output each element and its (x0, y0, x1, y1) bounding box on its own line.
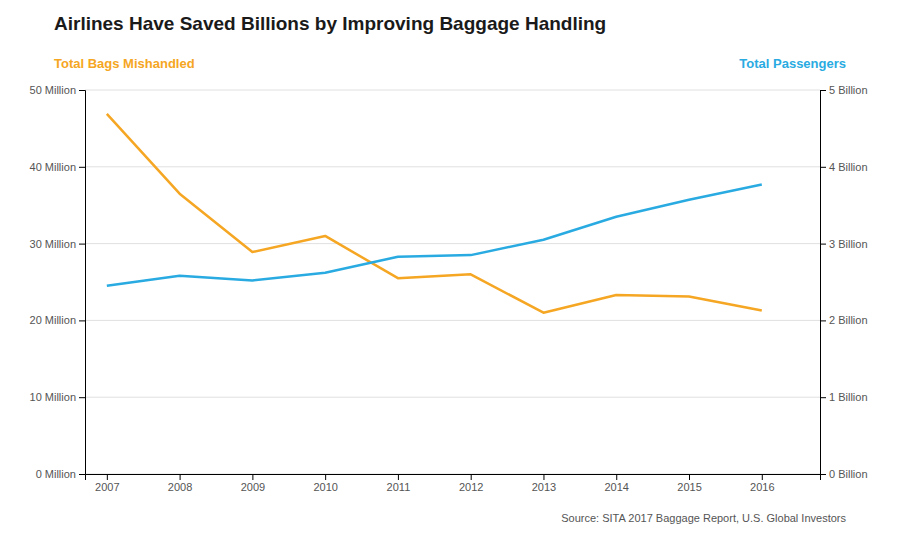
axis-line (821, 91, 827, 475)
tick-label: 3 Billion (829, 238, 868, 250)
tick: 0 Billion (820, 468, 868, 480)
grid (85, 90, 820, 474)
title: Airlines Have Saved Billions by Improvin… (54, 13, 606, 34)
series-line (107, 184, 762, 285)
plot-area: 2007 2008 2009 2010 2011 2012 2013 2014 2015 2016… (30, 84, 868, 493)
tick-label: 2 Billion (829, 314, 868, 326)
tick-mark (762, 474, 763, 480)
tick: 40 Million (30, 161, 85, 173)
tick-mark (79, 167, 85, 168)
tick: 2008 (168, 474, 192, 493)
tick: 20 Million (30, 314, 85, 326)
y-axis: 0 Million 10 Million 20 Million 30 Million 4… (30, 84, 86, 480)
tick: 2015 (677, 474, 701, 493)
tick: 50 Million (30, 84, 85, 96)
tick-mark (616, 474, 617, 480)
tick: 2014 (604, 474, 628, 493)
tick-label: 0 Million (36, 468, 76, 480)
tick-mark (820, 167, 826, 168)
tick-label: 2014 (604, 481, 628, 493)
tick-mark (180, 474, 181, 480)
tick-label: 50 Million (30, 84, 76, 96)
axis-line (79, 91, 86, 475)
tick-mark (471, 474, 472, 480)
grid-line (85, 90, 820, 91)
tick-mark (79, 90, 85, 91)
x-axis: 2007 2008 2009 2010 2011 2012 2013 2014 2015 2016 (86, 474, 821, 493)
tick: 0 Million (36, 468, 85, 480)
tick-label: 2015 (677, 481, 701, 493)
tick-label: 2010 (313, 481, 337, 493)
grid-line (85, 397, 820, 398)
series-group (107, 114, 762, 313)
tick-mark (820, 90, 826, 91)
tick: 2011 (387, 474, 411, 493)
tick-label: 2012 (459, 481, 483, 493)
y2-axis: 0 Billion 1 Billion 2 Billion 3 Billion 4 Bi… (820, 84, 868, 480)
tick-label: 10 Million (30, 391, 76, 403)
tick-label: 1 Billion (829, 391, 868, 403)
tick-mark (79, 320, 85, 321)
tick-label: 2016 (750, 481, 774, 493)
tick: 2013 (532, 474, 556, 493)
tick: 1 Billion (820, 391, 868, 403)
grid-line (85, 166, 820, 167)
tick-label: 30 Million (30, 238, 76, 250)
tick-label: 2008 (168, 481, 192, 493)
tick-label: 2013 (532, 481, 556, 493)
tick: 2 Billion (820, 314, 868, 326)
tick: 4 Billion (820, 161, 868, 173)
tick: 10 Million (30, 391, 85, 403)
tick: 2010 (313, 474, 337, 493)
tick-mark (79, 474, 85, 475)
axis-line (86, 475, 821, 481)
tick: 2016 (750, 474, 774, 493)
tick-mark (398, 474, 399, 480)
chart: 2007 2008 2009 2010 2011 2012 2013 2014 2015 2016… (0, 0, 900, 534)
source-note: Source: SITA 2017 Baggage Report, U.S. G… (561, 512, 846, 524)
tick-mark (820, 474, 826, 475)
tick-label: 5 Billion (829, 84, 868, 96)
tick-label: 4 Billion (829, 161, 868, 173)
tick-mark (79, 397, 85, 398)
tick-mark (689, 474, 690, 480)
grid-line (85, 243, 820, 244)
tick-mark (820, 397, 826, 398)
tick-mark (543, 474, 544, 480)
tick-mark (252, 474, 253, 480)
tick-mark (820, 244, 826, 245)
tick-mark (107, 474, 108, 480)
tick: 30 Million (30, 238, 85, 250)
y-axis-title: Total Bags Mishandled (54, 56, 195, 71)
tick-mark (79, 244, 85, 245)
tick-mark (820, 320, 826, 321)
y2-axis-title: Total Passengers (739, 56, 846, 71)
tick-label: 2011 (387, 481, 411, 493)
tick: 2007 (95, 474, 119, 493)
tick-label: 40 Million (30, 161, 76, 173)
tick-label: 0 Billion (829, 468, 868, 480)
tick-label: 2007 (95, 481, 119, 493)
tick: 5 Billion (820, 84, 868, 96)
tick: 2012 (459, 474, 483, 493)
tick-label: 2009 (241, 481, 265, 493)
tick: 2009 (241, 474, 265, 493)
tick-label: 20 Million (30, 314, 76, 326)
grid-line (85, 320, 820, 321)
tick-mark (325, 474, 326, 480)
series-line (107, 114, 762, 313)
tick: 3 Billion (820, 238, 868, 250)
